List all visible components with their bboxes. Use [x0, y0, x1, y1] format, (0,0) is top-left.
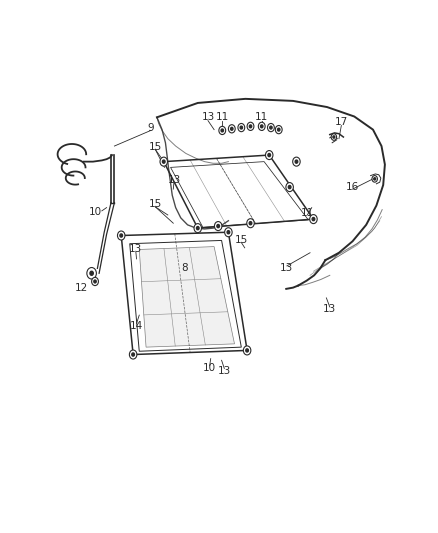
Circle shape — [258, 122, 265, 131]
Circle shape — [224, 228, 232, 237]
Circle shape — [373, 177, 375, 180]
Circle shape — [92, 277, 98, 286]
Circle shape — [260, 125, 262, 128]
Circle shape — [117, 231, 125, 240]
Circle shape — [294, 160, 297, 163]
Circle shape — [332, 136, 334, 138]
Text: 13: 13 — [167, 175, 180, 185]
Text: 15: 15 — [148, 142, 162, 152]
Circle shape — [120, 234, 122, 237]
Circle shape — [94, 280, 96, 283]
Circle shape — [214, 222, 222, 231]
Text: 13: 13 — [322, 304, 336, 314]
Circle shape — [243, 346, 250, 355]
Circle shape — [265, 150, 272, 159]
Circle shape — [129, 350, 137, 359]
Circle shape — [371, 175, 377, 182]
Circle shape — [245, 349, 248, 352]
Circle shape — [267, 154, 270, 157]
Circle shape — [228, 125, 235, 133]
Text: 15: 15 — [234, 235, 247, 245]
Text: 11: 11 — [215, 112, 228, 122]
Text: 8: 8 — [180, 263, 187, 273]
Circle shape — [330, 134, 336, 140]
Circle shape — [309, 215, 317, 224]
Circle shape — [237, 124, 244, 132]
Circle shape — [246, 219, 254, 228]
Text: 13: 13 — [217, 366, 230, 376]
Text: 11: 11 — [254, 112, 268, 122]
Text: 15: 15 — [148, 199, 162, 209]
Circle shape — [247, 122, 253, 131]
Circle shape — [277, 128, 279, 131]
Text: 14: 14 — [130, 321, 143, 331]
Circle shape — [221, 129, 223, 132]
Circle shape — [194, 224, 201, 232]
Circle shape — [288, 185, 290, 189]
Text: 13: 13 — [279, 263, 293, 273]
Circle shape — [292, 157, 300, 166]
Circle shape — [267, 124, 274, 132]
Circle shape — [269, 126, 272, 129]
Circle shape — [285, 183, 293, 191]
Circle shape — [159, 157, 167, 166]
Circle shape — [219, 126, 225, 134]
Circle shape — [162, 160, 165, 163]
Circle shape — [196, 227, 198, 230]
Circle shape — [216, 224, 219, 228]
Text: 13: 13 — [129, 245, 142, 254]
Text: 13: 13 — [201, 112, 214, 122]
Text: 16: 16 — [345, 182, 358, 192]
Circle shape — [240, 126, 242, 129]
Circle shape — [249, 222, 251, 225]
Text: 10: 10 — [203, 364, 216, 374]
Text: 12: 12 — [74, 282, 88, 293]
Circle shape — [131, 353, 134, 356]
Circle shape — [90, 271, 93, 275]
Text: 11: 11 — [300, 207, 313, 217]
Circle shape — [311, 217, 314, 221]
Text: 9: 9 — [147, 123, 154, 133]
Polygon shape — [139, 247, 234, 347]
Text: 17: 17 — [334, 117, 347, 127]
Circle shape — [87, 268, 96, 279]
Circle shape — [249, 125, 251, 128]
Circle shape — [230, 127, 233, 130]
Text: 10: 10 — [88, 207, 102, 217]
Circle shape — [275, 126, 282, 134]
Circle shape — [226, 231, 229, 234]
